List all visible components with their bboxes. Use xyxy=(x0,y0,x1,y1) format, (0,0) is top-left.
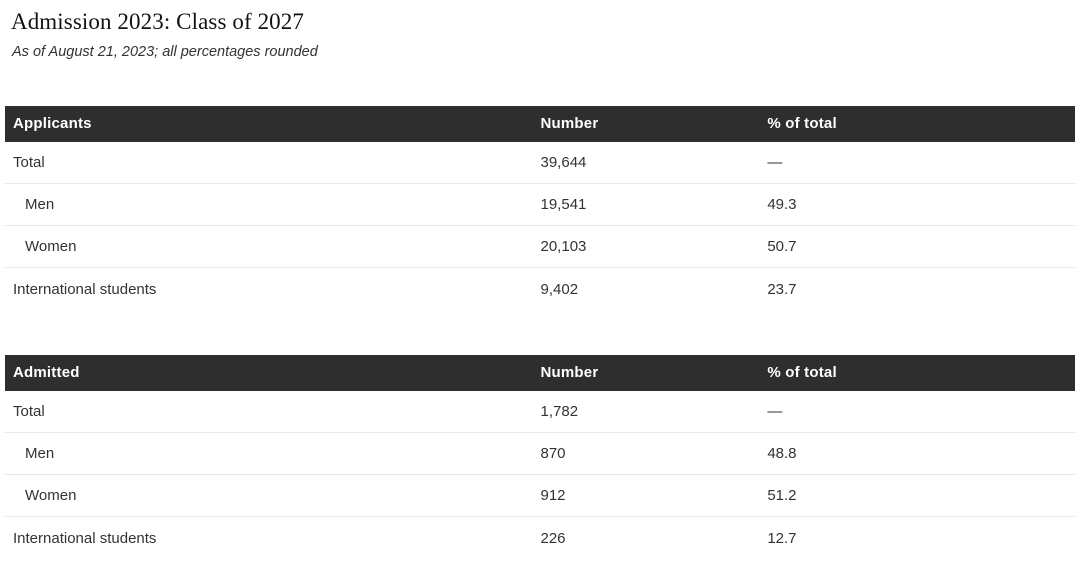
applicants-header-label: Applicants xyxy=(5,105,533,142)
row-number: 870 xyxy=(532,432,760,475)
row-label: Men xyxy=(5,432,533,475)
row-label: Women xyxy=(5,474,533,517)
row-number: 39,644 xyxy=(540,154,587,172)
row-pct: 49.3 xyxy=(759,183,1075,226)
row-number: 912 xyxy=(532,474,760,517)
applicants-header-number: Number xyxy=(532,105,760,142)
admitted-header-row: Admitted Number % of total xyxy=(5,354,1075,391)
admitted-header-number: Number xyxy=(532,354,760,391)
admitted-table: Admitted Number % of total Total 1,782 —… xyxy=(5,354,1075,559)
row-number: 1,782 xyxy=(540,403,579,421)
applicants-table: Applicants Number % of total Total 39,64… xyxy=(5,105,1075,310)
row-label: International students xyxy=(5,267,533,310)
row-label: Women xyxy=(5,225,533,268)
applicants-header-pct: % of total xyxy=(759,105,1075,142)
admitted-header-label: Admitted xyxy=(5,354,533,391)
page-title: Admission 2023: Class of 2027 xyxy=(11,9,304,34)
row-pct: 23.7 xyxy=(759,267,1075,310)
row-label: Total xyxy=(13,154,45,172)
table-row-applicants-men: Men 19,541 49.3 xyxy=(5,183,1075,226)
row-label: Total xyxy=(13,403,45,421)
page-subtitle: As of August 21, 2023; all percentages r… xyxy=(12,44,318,61)
row-label: International students xyxy=(5,516,533,559)
table-row-admitted-international: International students 226 12.7 xyxy=(5,516,1075,559)
row-pct: 51.2 xyxy=(759,474,1075,517)
table-row-applicants-total: Total 39,644 — xyxy=(5,142,1075,184)
row-number: 9,402 xyxy=(532,267,760,310)
row-pct: — xyxy=(767,403,783,421)
row-pct: 12.7 xyxy=(759,516,1075,559)
table-row-applicants-international: International students 9,402 23.7 xyxy=(5,267,1075,310)
row-pct: — xyxy=(767,154,783,172)
table-row-admitted-total: Total 1,782 — xyxy=(5,391,1075,433)
admitted-header-pct: % of total xyxy=(759,354,1075,391)
row-pct: 50.7 xyxy=(759,225,1075,268)
row-pct: 48.8 xyxy=(759,432,1075,475)
applicants-header-row: Applicants Number % of total xyxy=(5,105,1075,142)
row-number: 20,103 xyxy=(532,225,760,268)
table-row-applicants-women: Women 20,103 50.7 xyxy=(5,225,1075,268)
row-label: Men xyxy=(5,183,533,226)
row-number: 226 xyxy=(532,516,760,559)
row-number: 19,541 xyxy=(532,183,760,226)
table-row-admitted-women: Women 912 51.2 xyxy=(5,474,1075,517)
table-row-admitted-men: Men 870 48.8 xyxy=(5,432,1075,475)
